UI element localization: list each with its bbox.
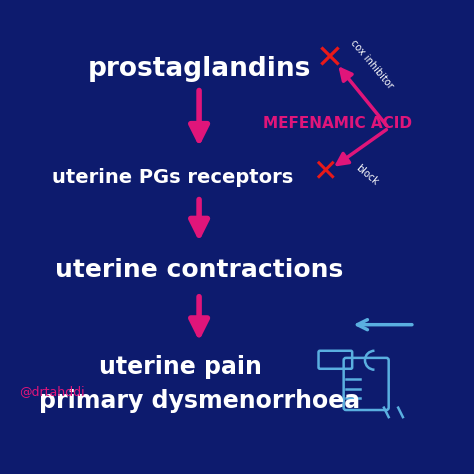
Text: block: block — [354, 163, 381, 188]
Text: ✕: ✕ — [312, 158, 337, 188]
Text: primary dysmenorrhoea: primary dysmenorrhoea — [38, 389, 360, 412]
Text: cox inhibitor: cox inhibitor — [349, 37, 395, 91]
Text: MEFENAMIC ACID: MEFENAMIC ACID — [264, 116, 412, 131]
Text: @drtahddi: @drtahddi — [19, 384, 84, 398]
Text: prostaglandins: prostaglandins — [87, 56, 311, 82]
Text: uterine contractions: uterine contractions — [55, 258, 343, 282]
Text: uterine PGs receptors: uterine PGs receptors — [53, 168, 293, 187]
Text: uterine pain: uterine pain — [99, 356, 262, 379]
Text: ✕: ✕ — [315, 43, 344, 76]
